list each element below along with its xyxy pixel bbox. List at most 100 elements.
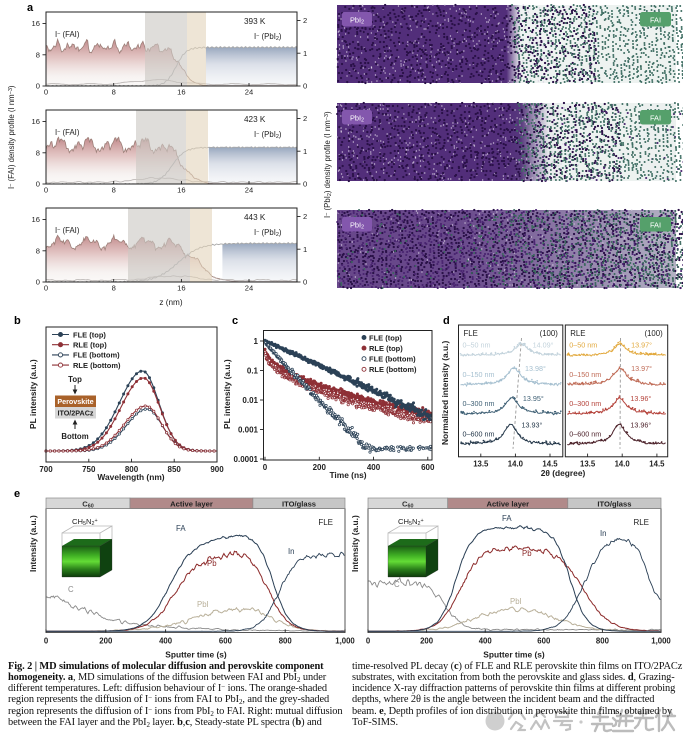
svg-text:0: 0: [366, 637, 371, 646]
svg-text:FLE (top): FLE (top): [369, 333, 402, 342]
svg-text:16: 16: [32, 19, 40, 28]
svg-text:0–150 nm: 0–150 nm: [569, 370, 601, 379]
svg-text:1: 1: [254, 337, 259, 346]
svg-text:Bottom: Bottom: [61, 432, 88, 441]
svg-text:16: 16: [177, 186, 185, 195]
svg-text:600: 600: [219, 637, 233, 646]
svg-text:0: 0: [44, 637, 49, 646]
svg-text:400: 400: [367, 463, 381, 472]
svg-text:I− (PbI2) density profile (I n: I− (PbI2) density profile (I nm−3): [323, 111, 333, 218]
svg-text:0: 0: [263, 463, 268, 472]
svg-text:Intensity (a.u.): Intensity (a.u.): [28, 515, 38, 572]
svg-text:16: 16: [32, 215, 40, 224]
svg-text:0–300 nm: 0–300 nm: [569, 399, 601, 408]
svg-text:1,000: 1,000: [651, 637, 671, 646]
svg-text:16: 16: [177, 88, 185, 97]
svg-text:PbI2: PbI2: [350, 221, 364, 231]
svg-text:Active layer: Active layer: [170, 500, 213, 509]
svg-text:Normalized intensity (a.u.): Normalized intensity (a.u.): [440, 341, 450, 445]
svg-text:I− (FAI): I− (FAI): [55, 128, 80, 137]
svg-text:CH5N2+: CH5N2+: [72, 517, 98, 527]
svg-text:RLE (bottom): RLE (bottom): [73, 361, 121, 370]
svg-text:RLE: RLE: [633, 518, 649, 527]
svg-text:16: 16: [177, 284, 185, 293]
svg-text:0: 0: [44, 284, 48, 293]
svg-text:13.97°: 13.97°: [631, 340, 652, 349]
svg-text:800: 800: [596, 637, 610, 646]
svg-text:C60: C60: [402, 500, 413, 510]
svg-text:200: 200: [313, 463, 327, 472]
svg-text:0: 0: [36, 180, 40, 189]
svg-text:In: In: [288, 547, 295, 556]
svg-text:PbI: PbI: [197, 600, 209, 609]
svg-text:CH5N2+: CH5N2+: [398, 517, 424, 527]
svg-text:C: C: [394, 580, 400, 589]
svg-text:13.5: 13.5: [580, 459, 596, 468]
svg-text:13.5: 13.5: [473, 459, 489, 468]
svg-text:423 K: 423 K: [244, 115, 266, 124]
svg-text:FLE: FLE: [318, 518, 333, 527]
svg-text:200: 200: [420, 637, 434, 646]
svg-text:600: 600: [537, 637, 551, 646]
svg-text:I− (FAI): I− (FAI): [55, 30, 80, 39]
svg-text:PL intensity (a.u.): PL intensity (a.u.): [222, 359, 232, 429]
svg-text:I− (PbI2): I− (PbI2): [254, 32, 282, 42]
svg-text:2θ (degree): 2θ (degree): [541, 468, 586, 478]
svg-text:0.0001: 0.0001: [234, 455, 259, 464]
svg-text:FA: FA: [502, 514, 512, 523]
svg-text:14.0: 14.0: [615, 459, 631, 468]
svg-text:0: 0: [303, 82, 307, 91]
svg-text:0.01: 0.01: [242, 396, 258, 405]
svg-text:8: 8: [36, 50, 40, 59]
svg-text:FLE (bottom): FLE (bottom): [73, 351, 120, 360]
svg-text:16: 16: [32, 117, 40, 126]
svg-text:8: 8: [112, 88, 116, 97]
svg-text:C60: C60: [82, 500, 93, 510]
svg-text:0: 0: [303, 278, 307, 287]
svg-text:Intensity (a.u.): Intensity (a.u.): [350, 515, 360, 572]
svg-text:2: 2: [303, 16, 307, 25]
svg-text:0.1: 0.1: [247, 366, 259, 375]
svg-text:Active layer: Active layer: [486, 500, 529, 509]
svg-text:13.96°: 13.96°: [630, 420, 651, 429]
svg-text:24: 24: [245, 88, 253, 97]
svg-text:24: 24: [245, 186, 253, 195]
svg-text:0–600 nm: 0–600 nm: [463, 429, 495, 438]
svg-text:0: 0: [36, 278, 40, 287]
svg-text:C: C: [68, 585, 74, 594]
svg-text:14.5: 14.5: [649, 459, 665, 468]
svg-text:13.97°: 13.97°: [631, 364, 652, 373]
svg-text:0: 0: [44, 186, 48, 195]
svg-text:1,000: 1,000: [335, 637, 355, 646]
svg-text:13.96°: 13.96°: [630, 394, 651, 403]
svg-text:z (nm): z (nm): [159, 298, 182, 307]
svg-text:24: 24: [245, 284, 253, 293]
svg-text:700: 700: [39, 465, 53, 474]
svg-text:400: 400: [479, 637, 493, 646]
svg-text:FLE (top): FLE (top): [73, 330, 106, 339]
svg-text:Pb: Pb: [522, 549, 532, 558]
svg-text:8: 8: [112, 186, 116, 195]
svg-text:Time (ns): Time (ns): [329, 470, 366, 480]
svg-text:8: 8: [36, 148, 40, 157]
svg-text:PL intensity (a.u.): PL intensity (a.u.): [28, 359, 38, 429]
svg-text:13.98°: 13.98°: [525, 364, 546, 373]
svg-text:1: 1: [303, 147, 307, 156]
svg-text:Sputter time (s): Sputter time (s): [483, 650, 545, 660]
svg-text:FLE: FLE: [464, 329, 478, 338]
svg-text:In: In: [600, 529, 607, 538]
svg-text:0–300 nm: 0–300 nm: [463, 399, 495, 408]
svg-text:Wavelength (nm): Wavelength (nm): [97, 472, 164, 482]
svg-text:Top: Top: [68, 375, 82, 384]
svg-text:14.5: 14.5: [542, 459, 558, 468]
svg-text:0: 0: [44, 88, 48, 97]
svg-text:FAI: FAI: [650, 114, 661, 123]
svg-text:RLE: RLE: [570, 329, 585, 338]
svg-text:I− (FAI): I− (FAI): [55, 226, 80, 235]
svg-text:1: 1: [303, 49, 307, 58]
svg-text:0–150 nm: 0–150 nm: [463, 370, 495, 379]
svg-text:13.93°: 13.93°: [522, 420, 543, 429]
svg-text:2: 2: [303, 114, 307, 123]
svg-text:8: 8: [112, 284, 116, 293]
svg-text:0–600 nm: 0–600 nm: [569, 429, 601, 438]
